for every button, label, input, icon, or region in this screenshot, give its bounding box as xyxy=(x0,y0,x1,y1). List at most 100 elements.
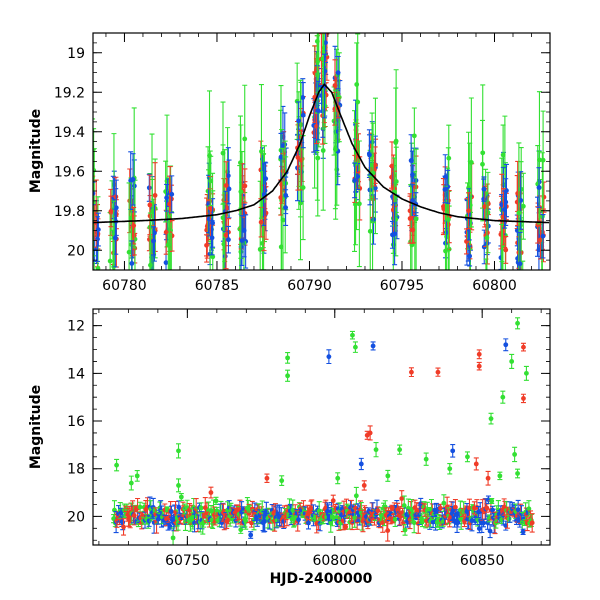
top-panel: 60780 60785 60790 60795 60800 19 19.2 19.4 19.6 1… xyxy=(28,32,551,294)
top-blue-point-errorbar xyxy=(93,181,96,206)
bottom-outlier-red-point xyxy=(367,430,373,436)
bottom-blue-point xyxy=(120,519,126,525)
bottom-blue-point xyxy=(296,517,301,522)
bottom-outlier-red-point xyxy=(521,395,526,401)
bottom-red-point xyxy=(343,524,349,530)
top-blue-point xyxy=(152,230,157,236)
bottom-red-point xyxy=(438,505,443,511)
bottom-outlier-blue-point xyxy=(326,354,332,360)
bottom-y-axis-label: Magnitude xyxy=(28,385,44,469)
y-tick-label: 18 xyxy=(67,462,85,478)
top-green-point xyxy=(315,155,321,161)
top-blue-point xyxy=(129,260,135,266)
bottom-blue-point xyxy=(167,523,173,529)
top-green-point xyxy=(126,249,132,255)
top-green-point xyxy=(480,150,486,156)
top-blue-point xyxy=(352,178,358,183)
bottom-red-point xyxy=(529,520,535,526)
bottom-outlier-green-point xyxy=(279,478,285,484)
bottom-outlier-green-point xyxy=(176,448,181,454)
bottom-outlier-green-point xyxy=(488,416,494,422)
top-blue-point xyxy=(367,152,372,158)
bottom-outlier-red-point xyxy=(264,475,270,481)
bottom-outlier-green-point xyxy=(447,466,453,472)
y-tick-label: 20 xyxy=(67,509,85,525)
top-green-point xyxy=(208,178,214,184)
top-green-point xyxy=(413,216,419,222)
y-tick-label: 20 xyxy=(67,243,85,259)
top-blue-point xyxy=(323,40,328,46)
top-red-point xyxy=(167,201,172,207)
top-red-point xyxy=(466,208,471,214)
top-red-point xyxy=(147,202,153,208)
top-blue-point xyxy=(540,233,546,239)
top-blue-point xyxy=(502,207,508,212)
top-axis-ticks: 60780 60785 60790 60795 60800 19 19.2 19.4 19.6 1… xyxy=(54,32,551,294)
top-green-point xyxy=(169,282,174,287)
top-blue-point xyxy=(130,176,136,182)
top-green-point xyxy=(163,189,169,194)
top-green-point xyxy=(321,61,327,67)
top-green-point xyxy=(367,228,373,234)
bottom-green-point xyxy=(352,515,358,521)
top-green-point xyxy=(516,210,522,216)
bottom-green-point xyxy=(401,503,407,508)
bottom-outlier-red-point xyxy=(485,475,491,481)
top-red-point xyxy=(332,83,338,88)
bottom-outlier-green-point xyxy=(128,480,134,486)
top-blue-point xyxy=(355,174,361,179)
top-red-point xyxy=(163,229,169,235)
top-red-point xyxy=(207,205,213,211)
bottom-blue-point xyxy=(520,529,526,535)
bottom-blue-point xyxy=(487,528,493,534)
top-red-point xyxy=(223,183,229,188)
y-tick-label: 19 xyxy=(67,46,85,62)
top-red-point xyxy=(407,216,413,221)
bottom-outlier-green-point xyxy=(285,373,290,379)
bottom-outlier-green-point xyxy=(509,359,515,364)
top-red-point xyxy=(152,192,158,198)
top-red-point xyxy=(131,223,137,229)
top-blue-point xyxy=(335,70,341,76)
top-green-point xyxy=(107,258,113,264)
top-green-point xyxy=(242,136,248,142)
y-tick-label: 14 xyxy=(67,366,85,382)
bottom-outlier-green-point xyxy=(176,483,181,488)
top-green-point xyxy=(414,269,416,270)
x-tick-label: 60800 xyxy=(472,278,517,294)
bottom-outlier-green-point xyxy=(515,320,520,326)
bottom-red-point xyxy=(121,524,126,530)
top-blue-point xyxy=(481,186,487,192)
bottom-outlier-green-point xyxy=(497,473,503,479)
top-blue-point xyxy=(442,187,448,192)
bottom-green-point xyxy=(382,504,388,510)
top-blue-point xyxy=(239,238,245,243)
x-tick-label: 60790 xyxy=(287,278,332,294)
bottom-outlier-red-point xyxy=(476,351,482,357)
top-green-point xyxy=(332,146,338,152)
top-green-point xyxy=(539,288,544,293)
top-blue-point xyxy=(263,176,269,182)
top-green-point xyxy=(259,148,264,154)
top-green-point xyxy=(95,266,101,270)
top-blue-point xyxy=(410,198,415,204)
bottom-red-point xyxy=(330,498,336,504)
x-tick-label: 60850 xyxy=(460,553,505,569)
top-blue-point xyxy=(163,260,169,266)
top-blue-point xyxy=(296,118,302,124)
bottom-red-point xyxy=(453,504,458,510)
bottom-outlier-blue-point xyxy=(358,461,364,467)
top-blue-point xyxy=(278,154,284,160)
top-blue-point xyxy=(95,227,101,233)
bottom-panel: 60750 60800 60850 12 14 16 18 20 Magnitude HJD-… xyxy=(28,308,551,587)
bottom-outlier-green-point xyxy=(134,473,140,479)
top-red-point xyxy=(242,183,248,189)
top-red-point xyxy=(441,204,446,209)
bottom-outlier-green-point xyxy=(285,355,290,361)
top-green-point xyxy=(539,214,545,219)
top-red-point xyxy=(538,237,543,243)
top-green-point xyxy=(445,217,451,222)
bottom-outlier-green-point xyxy=(373,447,379,453)
x-tick-label: 60785 xyxy=(195,278,240,294)
